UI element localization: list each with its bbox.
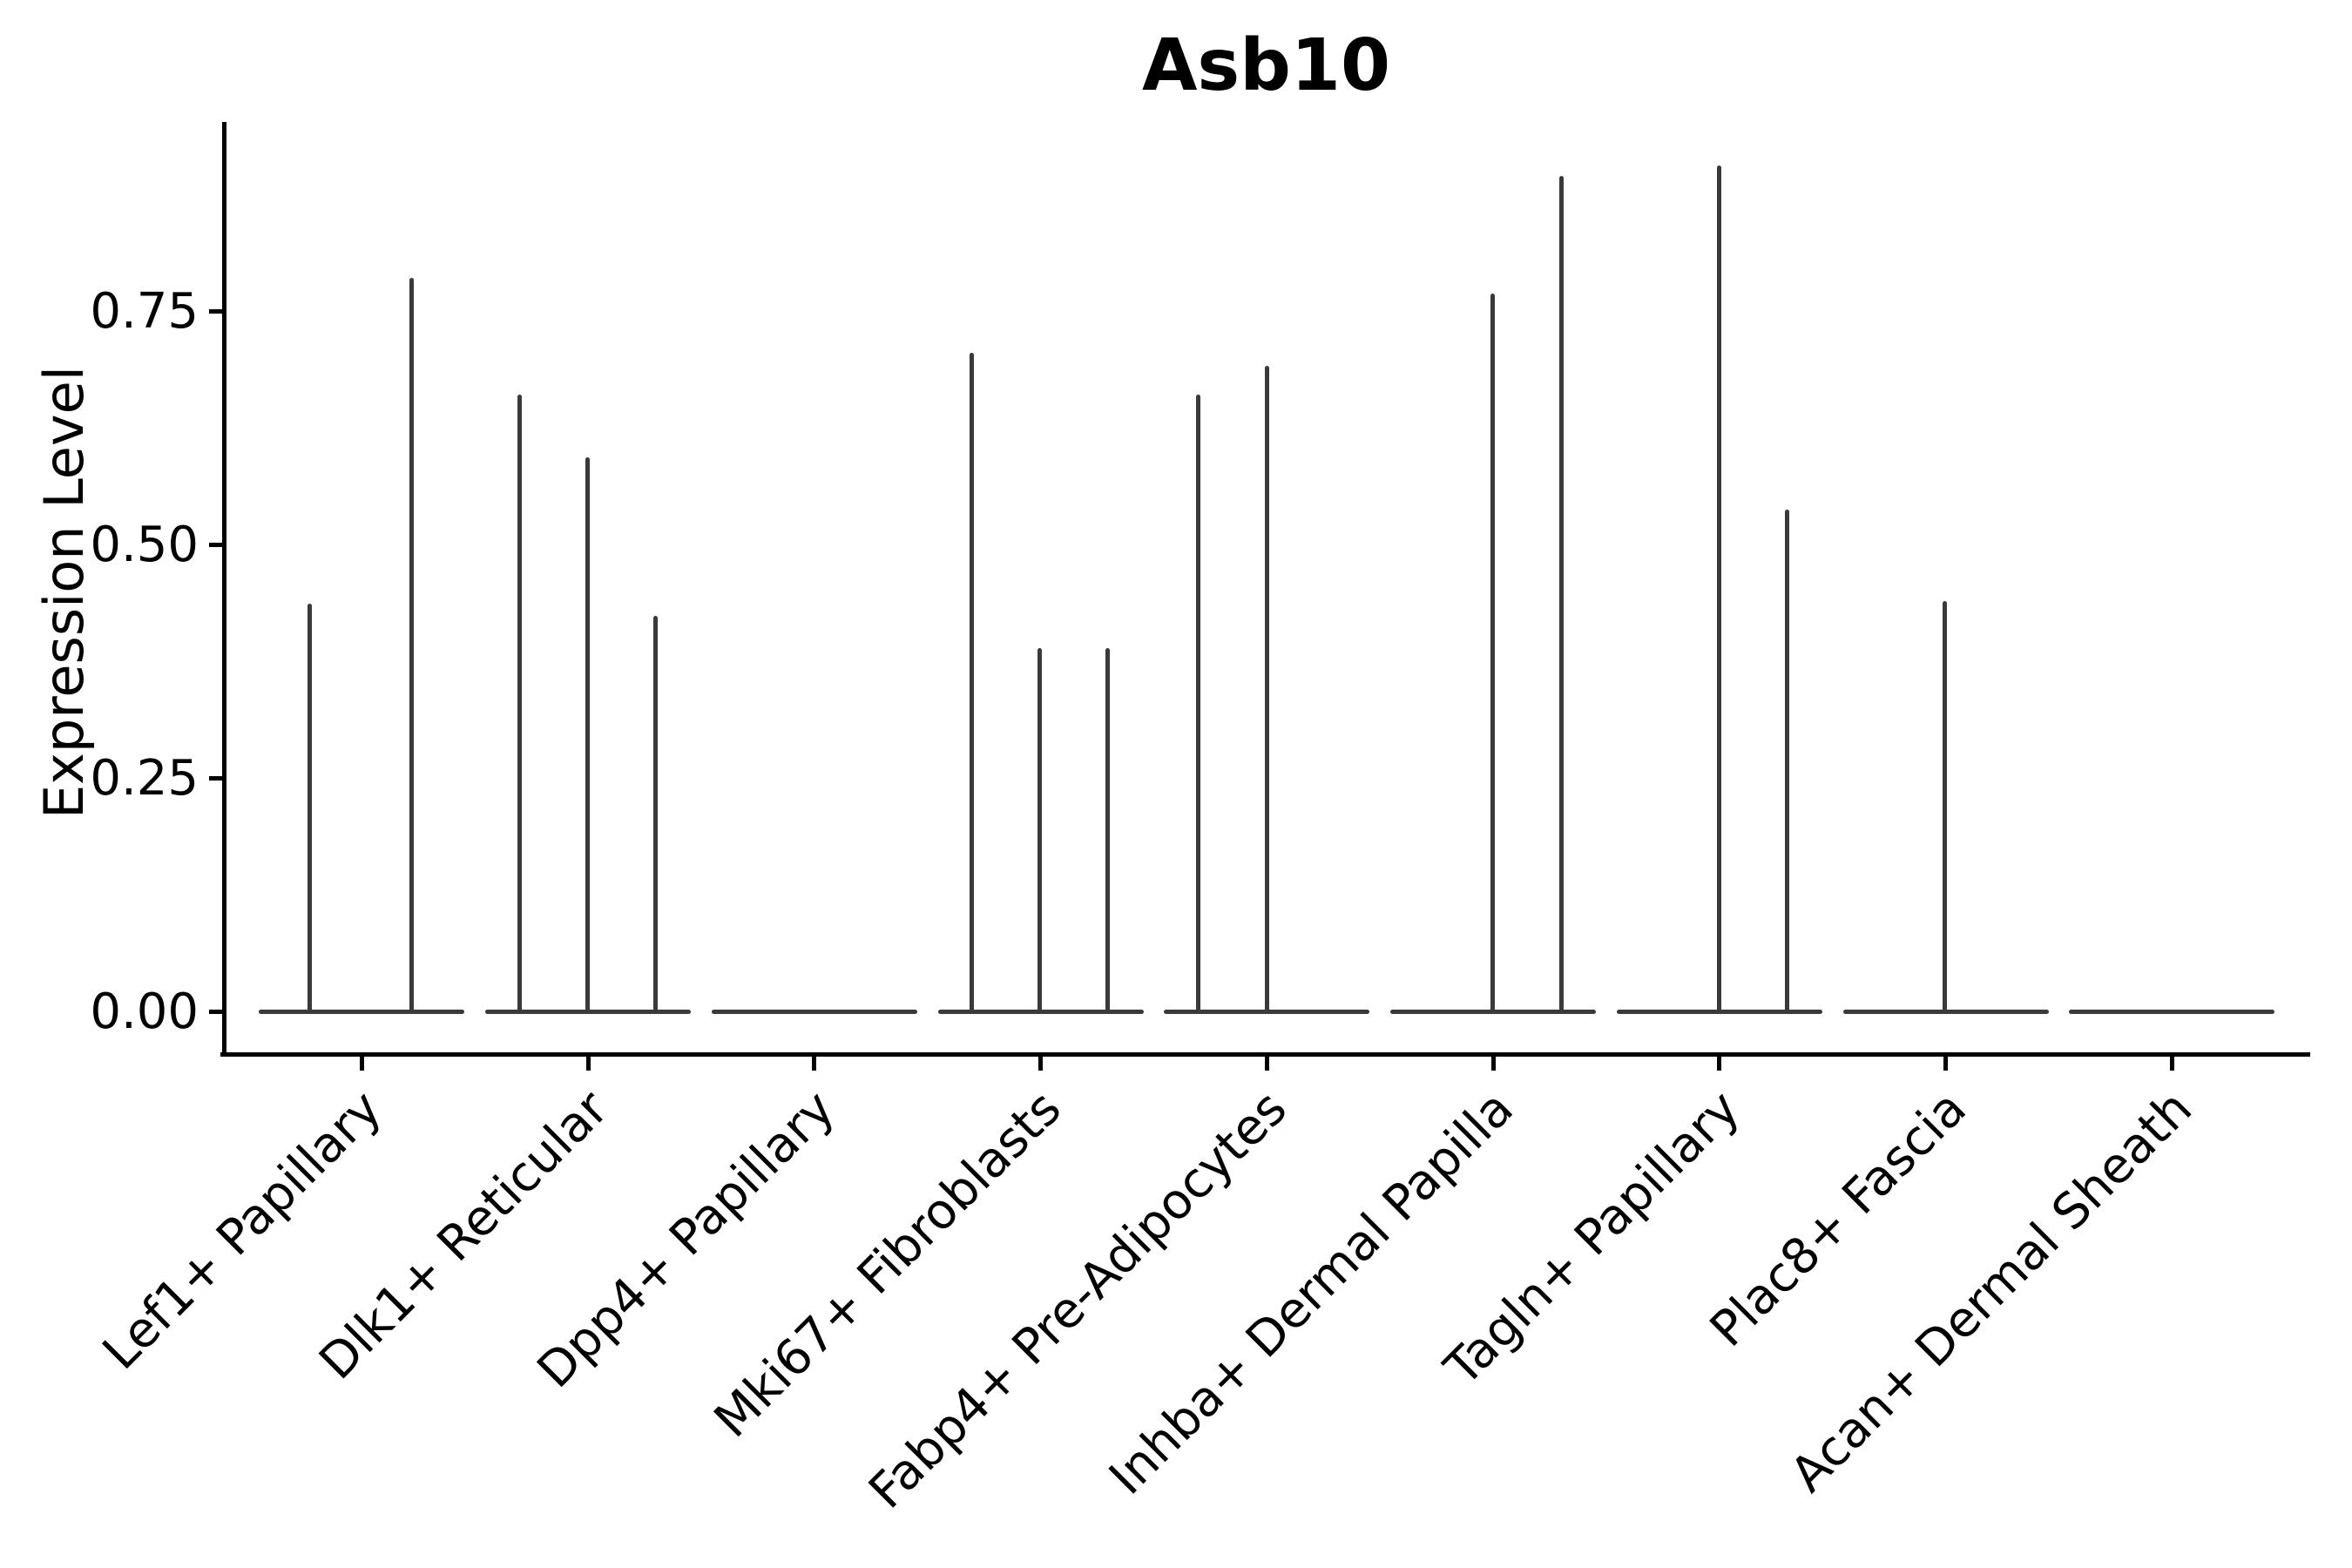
x-tick-mark [359,1057,364,1071]
y-tick-mark [209,309,222,314]
chart-title: Asb10 [1141,24,1391,107]
x-tick-mark [585,1057,591,1071]
y-tick-mark [209,776,222,781]
violin-spike [307,604,312,1014]
violin-spike [1943,600,1948,1014]
x-axis-spine [220,1052,2310,1057]
x-tick-mark [2169,1057,2174,1071]
violin-spike [517,394,522,1014]
violin-spike [1558,176,1564,1014]
violin-baseline [2069,1010,2275,1014]
violin-spike [1490,294,1495,1014]
violin-spike [1037,648,1043,1014]
violin-baseline [711,1010,917,1014]
violin-spike [1785,509,1790,1014]
violin-baseline [259,1010,465,1014]
x-tick-mark [1490,1057,1496,1071]
violin-spike [1195,394,1200,1014]
x-tick-mark [1943,1057,1949,1071]
x-tick-mark [1038,1057,1044,1071]
violin-spike [1105,648,1111,1014]
y-axis-spine [222,122,226,1057]
violin-spike [585,456,590,1014]
x-tick-mark [1264,1057,1269,1071]
x-tick-mark [812,1057,817,1071]
y-tick-label: 0.75 [90,282,199,340]
y-tick-label: 0.50 [90,516,199,573]
x-tick-mark [1717,1057,1722,1071]
violin-spike [970,352,975,1014]
violin-spike [1717,166,1722,1014]
y-tick-label: 0.25 [90,749,199,807]
y-tick-mark [209,1010,222,1014]
y-tick-label: 0.00 [90,983,199,1040]
violin-spike [409,277,414,1014]
violin-spike [652,615,658,1014]
violin-spike [1264,365,1269,1014]
y-tick-mark [209,543,222,547]
